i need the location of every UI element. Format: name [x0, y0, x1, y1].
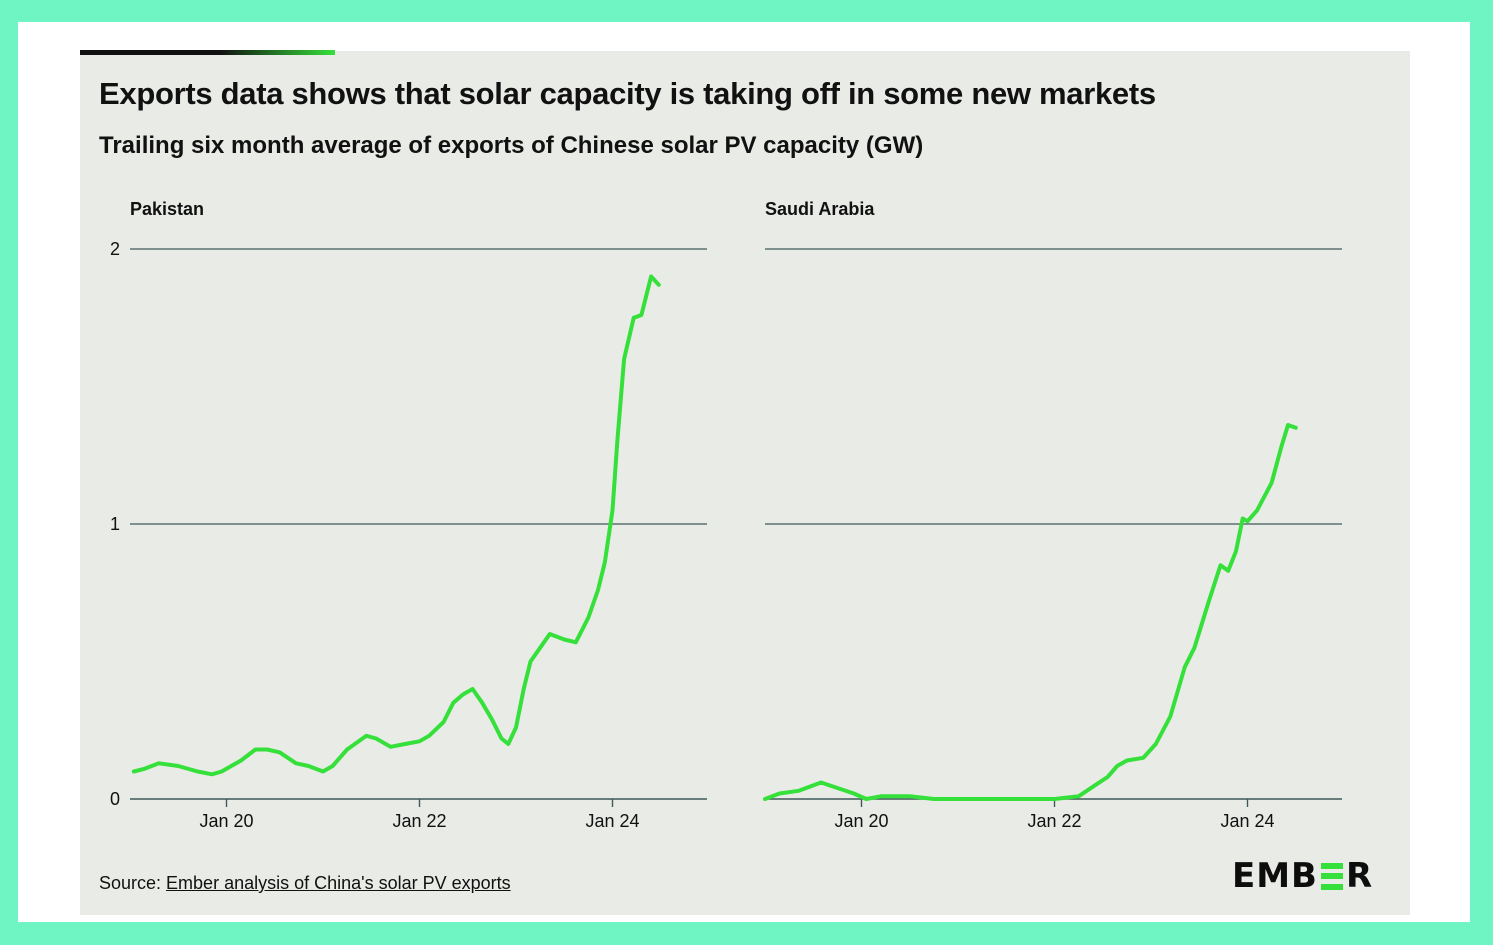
- y-tick-label: 0: [110, 789, 120, 809]
- logo-letters-left: EMB: [1232, 856, 1318, 896]
- chart-title: Exports data shows that solar capacity i…: [99, 76, 1156, 111]
- y-tick-label: 2: [110, 239, 120, 259]
- x-tick-label: Jan 20: [199, 811, 253, 831]
- x-tick-label: Jan 20: [834, 811, 888, 831]
- x-tick-label: Jan 22: [1027, 811, 1081, 831]
- y-tick-label: 1: [110, 514, 120, 534]
- panel-title-pakistan: Pakistan: [130, 199, 205, 219]
- ember-logo: EMB R: [1232, 858, 1373, 894]
- logo-letters-right: R: [1345, 856, 1374, 896]
- x-tick-label: Jan 22: [392, 811, 446, 831]
- chart-card: [80, 51, 1410, 915]
- x-tick-label: Jan 24: [585, 811, 639, 831]
- accent-bar: [80, 50, 335, 55]
- x-tick-label: Jan 24: [1220, 811, 1274, 831]
- series-line: [131, 274, 661, 777]
- source-note: Source: Ember analysis of China's solar …: [99, 873, 511, 894]
- chart-panel-pakistan: 0 1 2 Jan 20 Jan 22 Jan 24: [110, 239, 707, 831]
- source-link[interactable]: Ember analysis of China's solar PV expor…: [166, 873, 511, 893]
- chart-subtitle: Trailing six month average of exports of…: [99, 132, 924, 159]
- logo-e-bars: [1320, 862, 1343, 890]
- source-prefix: Source:: [99, 873, 167, 893]
- series-line: [763, 423, 1298, 801]
- chart-panel-saudi-arabia: Jan 20 Jan 22 Jan 24: [763, 248, 1342, 831]
- panel-title-saudi-arabia: Saudi Arabia: [765, 199, 875, 219]
